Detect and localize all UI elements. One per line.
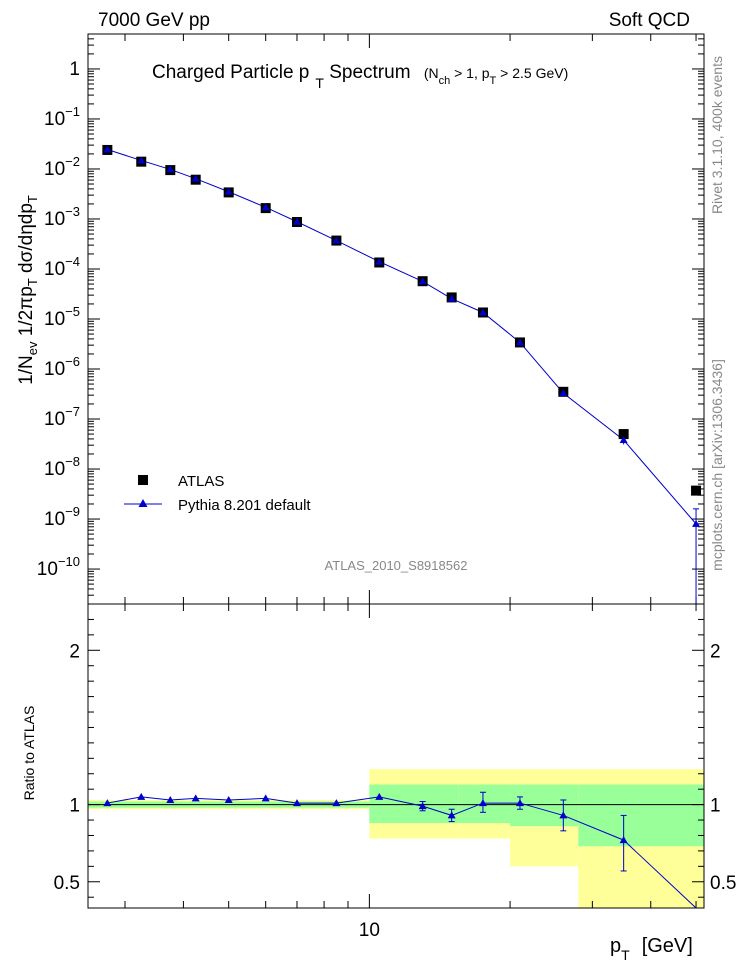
ratio-y-tick-label: 2 (69, 641, 80, 662)
y-tick-label: 10−2 (44, 154, 80, 180)
ratio-plot-panel: 10 0.5 0.5 1 1 2 2 (54, 603, 736, 941)
y-tick-label: 10−3 (44, 204, 80, 230)
ratio-data-point (166, 795, 175, 803)
ratio-data-point (292, 799, 301, 807)
ratio-data-point (103, 799, 112, 807)
header-left: 7000 GeV pp (98, 10, 210, 31)
ratio-data-point (191, 794, 200, 802)
mc-data-point (103, 145, 112, 153)
mcplots-label: mcplots.cern.ch [arXiv:1306.3436] (709, 359, 725, 571)
main-plot-panel: 1 10−1 10−2 10−3 10−4 10−5 10−6 10−7 10−8 10−9 10−… (37, 33, 705, 605)
mc-data-point (332, 236, 341, 244)
ratio-data-point (478, 799, 487, 807)
mc-data-point (418, 277, 427, 285)
ratio-band-inner (578, 784, 704, 847)
mc-data-point (191, 174, 200, 182)
svg-text:1/Nev 1/2πpT dσ/dηdpT: 1/Nev 1/2πpT dσ/dηdpT (16, 195, 40, 385)
y-tick-label: 10−6 (44, 354, 80, 380)
ratio-data-point (619, 836, 628, 844)
ratio-frame (87, 603, 705, 909)
ratio-series-line (107, 796, 697, 909)
x-tick-label: 10 (359, 920, 380, 941)
y-axis-label: 1/Nev 1/2πpT dσ/dηdpT (16, 195, 40, 385)
y-tick-label: 10−5 (44, 304, 80, 330)
ratio-y-tick-label: 0.5 (54, 873, 80, 894)
y-tick-label: 10−1 (44, 104, 80, 130)
ratio-data-point (261, 794, 270, 802)
y-tick-label: 10−7 (44, 404, 80, 430)
ratio-data-point (418, 802, 427, 810)
rivet-label: Rivet 3.1.10, 400k events (709, 56, 725, 214)
ratio-data-point (332, 799, 341, 807)
mc-data-point (559, 389, 568, 397)
mc-data-point (166, 165, 175, 173)
mc-data-point (478, 308, 487, 316)
ratio-data-point (515, 799, 524, 807)
mc-data-point (137, 156, 146, 164)
atlas-data-point (618, 429, 629, 440)
y-tick-label: 10−10 (37, 554, 80, 580)
header-right: Soft QCD (609, 10, 690, 31)
x-axis-label: pT [GeV] (610, 935, 693, 963)
mc-series-line (107, 149, 697, 525)
mc-data-point (515, 338, 524, 346)
mc-data-point (261, 203, 270, 211)
legend-atlas-marker (138, 475, 148, 485)
legend-mc-label: Pythia 8.201 default (178, 497, 311, 514)
mc-data-point (692, 519, 701, 527)
ratio-data-point (447, 811, 456, 819)
ratio-data-point (224, 795, 233, 803)
legend-mc-marker (138, 499, 148, 507)
ratio-data-point (559, 811, 568, 819)
ratio-data-point (137, 792, 146, 800)
ratio-y-tick-label-right: 1 (710, 796, 721, 817)
y-tick-label: 1 (69, 59, 80, 80)
svg-text:Charged Particle pT Spectrum: Charged Particle pT Spectrum (Nch > 1, p… (152, 62, 568, 91)
mc-data-point (375, 257, 384, 265)
ratio-y-tick-label: 1 (69, 796, 80, 817)
mc-data-point (224, 187, 233, 195)
main-frame (87, 33, 705, 605)
legend: ATLAS Pythia 8.201 default (124, 473, 311, 514)
ratio-y-label: Ratio to ATLAS (21, 706, 37, 801)
mc-data-point (619, 436, 628, 444)
atlas-data-point (691, 485, 702, 496)
y-tick-label: 10−8 (44, 454, 80, 480)
ratio-y-tick-label-right: 2 (710, 641, 721, 662)
y-tick-label: 10−4 (44, 254, 80, 280)
ratio-data-point (375, 792, 384, 800)
ratio-y-tick-label-right: 0.5 (710, 873, 736, 894)
y-tick-label: 10−9 (44, 504, 80, 530)
legend-atlas-label: ATLAS (178, 473, 224, 490)
mc-data-point (292, 217, 301, 225)
analysis-watermark: ATLAS_2010_S8918562 (325, 558, 468, 573)
mc-data-point (447, 294, 456, 302)
